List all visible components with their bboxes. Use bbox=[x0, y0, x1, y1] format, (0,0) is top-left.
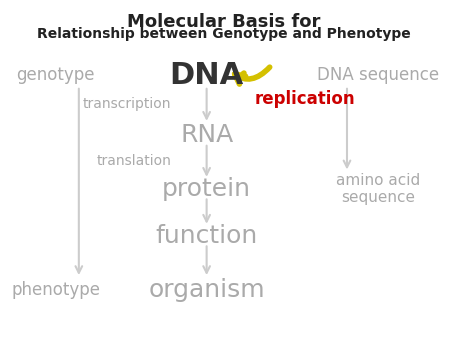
Text: function: function bbox=[156, 224, 258, 248]
Text: transcription: transcription bbox=[82, 97, 171, 111]
Text: RNA: RNA bbox=[180, 123, 233, 147]
Text: organism: organism bbox=[148, 278, 265, 302]
Text: amino acid
sequence: amino acid sequence bbox=[336, 173, 421, 205]
Text: phenotype: phenotype bbox=[11, 281, 100, 299]
Text: translation: translation bbox=[96, 153, 171, 168]
Text: DNA: DNA bbox=[170, 61, 244, 90]
Text: Molecular Basis for: Molecular Basis for bbox=[127, 13, 320, 31]
Text: Relationship between Genotype and Phenotype: Relationship between Genotype and Phenot… bbox=[36, 26, 410, 41]
Text: protein: protein bbox=[162, 177, 251, 201]
Text: genotype: genotype bbox=[17, 66, 95, 84]
Text: replication: replication bbox=[255, 90, 356, 107]
Text: DNA sequence: DNA sequence bbox=[317, 66, 440, 84]
